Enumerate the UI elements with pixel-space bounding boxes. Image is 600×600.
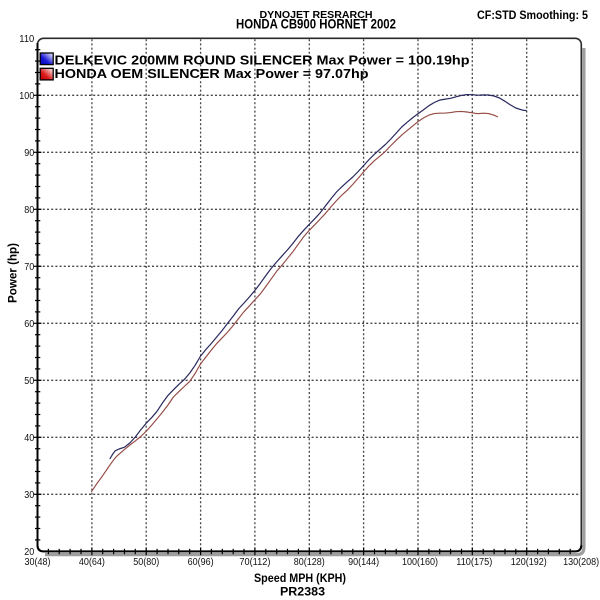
svg-text:50: 50 [24, 376, 34, 387]
svg-text:20: 20 [24, 547, 34, 558]
svg-text:30: 30 [24, 490, 34, 501]
svg-text:70: 70 [24, 262, 34, 273]
svg-text:90(144): 90(144) [348, 557, 379, 568]
svg-text:90: 90 [24, 148, 34, 159]
svg-text:40(64): 40(64) [79, 557, 105, 568]
svg-text:70(112): 70(112) [239, 557, 270, 568]
svg-text:Speed MPH (KPH): Speed MPH (KPH) [254, 571, 346, 585]
svg-text:50(80): 50(80) [133, 557, 159, 568]
svg-text:30(48): 30(48) [25, 557, 51, 568]
svg-text:DELKEVIC 200MM ROUND SILENCER: DELKEVIC 200MM ROUND SILENCER Max Power … [55, 52, 470, 67]
svg-text:DYNOJET RESRARCH: DYNOJET RESRARCH [260, 9, 373, 21]
svg-text:80(128): 80(128) [294, 557, 325, 568]
svg-text:80: 80 [24, 205, 34, 216]
svg-text:120(192): 120(192) [511, 557, 547, 568]
svg-text:Power (hp): Power (hp) [6, 243, 20, 303]
svg-text:60(96): 60(96) [188, 557, 214, 568]
svg-text:130(208): 130(208) [563, 557, 599, 568]
svg-text:100: 100 [19, 91, 34, 102]
svg-text:40: 40 [24, 433, 34, 444]
svg-text:100(160): 100(160) [402, 557, 438, 568]
svg-text:PR2383: PR2383 [280, 585, 325, 599]
svg-text:HONDA OEM SILENCER Max Power =: HONDA OEM SILENCER Max Power = 97.07hp [55, 66, 369, 81]
svg-text:60: 60 [24, 319, 34, 330]
svg-text:110(175): 110(175) [456, 557, 492, 568]
svg-text:110: 110 [19, 34, 34, 45]
svg-text:HONDA CB900 HORNET 2002: HONDA CB900 HORNET 2002 [236, 16, 396, 32]
svg-text:CF:STD Smoothing: 5: CF:STD Smoothing: 5 [477, 8, 588, 22]
